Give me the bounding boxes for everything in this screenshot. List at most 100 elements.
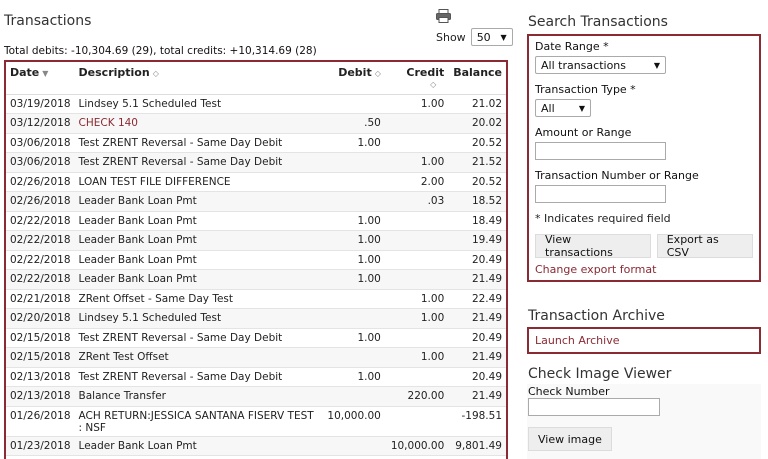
row-debit: 1.00 — [323, 328, 385, 348]
row-date: 02/26/2018 — [6, 191, 75, 212]
table-row: 03/06/2018 Test ZRENT Reversal - Same Day… — [6, 133, 506, 153]
row-balance: 9,801.49 — [448, 436, 506, 456]
transaction-type-value: All — [541, 101, 555, 115]
row-credit: 1.00 — [384, 289, 449, 309]
chevron-down-icon: ▼ — [653, 60, 660, 70]
row-balance: 21.52 — [448, 152, 506, 173]
row-credit: 10,000.00 — [384, 436, 449, 456]
row-date: 02/21/2018 — [6, 289, 75, 309]
row-credit: 1.00 — [384, 347, 449, 368]
row-balance: -198.51 — [448, 406, 506, 437]
row-credit — [384, 328, 449, 348]
launch-archive-link[interactable]: Launch Archive — [535, 334, 620, 347]
printer-icon[interactable] — [436, 9, 451, 23]
table-row: 02/15/2018 Test ZRENT Reversal - Same Day… — [6, 328, 506, 348]
check-link[interactable]: CHECK 140 — [74, 113, 324, 134]
balance-column-header: Balance — [448, 62, 506, 95]
balance-header-label: Balance — [453, 66, 502, 79]
credit-header-label: Credit — [406, 66, 445, 79]
row-credit — [384, 113, 449, 134]
row-debit — [323, 308, 385, 329]
table-row: 02/22/2018 Leader Bank Loan Pmt 1.00 19.49 — [6, 230, 506, 251]
row-credit — [384, 406, 449, 437]
credit-column-header[interactable]: Credit ◇ — [384, 62, 449, 95]
transactions-table-container: Date ▼ Description ◇ Debit ◇ Credit ◇ Balan… — [4, 60, 508, 459]
amount-input[interactable] — [535, 142, 666, 160]
row-description: LOAN TEST FILE DIFFERENCE — [74, 172, 324, 192]
row-date: 01/23/2018 — [6, 436, 75, 456]
row-description: Test ZRENT Reversal - Same Day Debit — [74, 152, 324, 173]
transaction-type-select[interactable]: All ▼ — [535, 99, 591, 117]
date-column-header[interactable]: Date ▼ — [6, 62, 75, 95]
row-description: Test ZRENT Reversal - Same Day Debit — [74, 133, 324, 153]
row-debit — [323, 94, 385, 114]
row-balance: 18.49 — [448, 211, 506, 231]
row-balance: 20.02 — [448, 113, 506, 134]
show-count-select[interactable]: 50 ▼ — [470, 28, 513, 46]
transaction-number-input[interactable] — [535, 185, 666, 203]
row-debit: 1.00 — [323, 269, 385, 290]
row-description: Leader Bank Loan Pmt — [74, 191, 324, 212]
row-credit — [384, 367, 449, 387]
row-balance: 21.49 — [448, 269, 506, 290]
export-csv-button[interactable]: Export as CSV — [656, 233, 753, 259]
table-row: 02/26/2018 LOAN TEST FILE DIFFERENCE 2.00 2… — [6, 172, 506, 192]
table-row: 02/22/2018 Leader Bank Loan Pmt 1.00 21.49 — [6, 269, 506, 290]
table-row: 02/13/2018 Balance Transfer 220.00 21.49 — [6, 386, 506, 407]
date-range-value: All transactions — [541, 58, 627, 72]
show-label: Show — [436, 30, 466, 44]
check-number-input[interactable] — [528, 398, 660, 416]
row-description: ZRent Offset - Same Day Test — [74, 289, 324, 309]
table-row: 02/15/2018 ZRent Test Offset 1.00 21.49 — [6, 347, 506, 368]
row-credit — [384, 250, 449, 270]
row-debit — [323, 172, 385, 192]
row-date: 02/22/2018 — [6, 269, 75, 290]
change-export-format-link[interactable]: Change export format — [535, 263, 657, 276]
row-debit: .50 — [323, 113, 385, 134]
row-debit — [323, 436, 385, 456]
row-balance: 20.52 — [448, 172, 506, 192]
search-title: Search Transactions — [528, 14, 668, 30]
row-description: Test ZRENT Reversal - Same Day Debit — [74, 367, 324, 387]
row-credit: .03 — [384, 191, 449, 212]
row-date: 02/15/2018 — [6, 328, 75, 348]
table-row: 03/06/2018 Test ZRENT Reversal - Same Day… — [6, 152, 506, 173]
row-description: Leader Bank Loan Pmt — [74, 211, 324, 231]
row-debit: 1.00 — [323, 230, 385, 251]
row-debit — [323, 386, 385, 407]
chevron-down-icon: ▼ — [500, 32, 507, 42]
row-balance: 21.49 — [448, 386, 506, 407]
row-credit — [384, 269, 449, 290]
debit-header-label: Debit — [338, 66, 372, 79]
table-row: 02/22/2018 Leader Bank Loan Pmt 1.00 20.49 — [6, 250, 506, 270]
transactions-table: Date ▼ Description ◇ Debit ◇ Credit ◇ Balan… — [6, 62, 506, 456]
required-note: * Indicates required field — [535, 212, 671, 225]
sort-desc-icon: ▼ — [42, 69, 49, 78]
row-balance: 20.49 — [448, 367, 506, 387]
table-row: 01/23/2018 Leader Bank Loan Pmt 10,000.00 9… — [6, 436, 506, 456]
search-panel: Date Range * All transactions ▼ Transact… — [527, 34, 761, 282]
row-description: Balance Transfer — [74, 386, 324, 407]
sort-icon: ◇ — [152, 69, 159, 78]
date-header-label: Date — [10, 66, 40, 79]
date-range-select[interactable]: All transactions ▼ — [535, 56, 666, 74]
row-description: Leader Bank Loan Pmt — [74, 250, 324, 270]
row-description: Leader Bank Loan Pmt — [74, 269, 324, 290]
row-description: Leader Bank Loan Pmt — [74, 230, 324, 251]
row-debit: 1.00 — [323, 133, 385, 153]
row-description: Lindsey 5.1 Scheduled Test — [74, 94, 324, 114]
table-row: 02/21/2018 ZRent Offset - Same Day Test 1.… — [6, 289, 506, 309]
row-debit — [323, 191, 385, 212]
row-balance: 22.49 — [448, 289, 506, 309]
view-image-button[interactable]: View image — [528, 427, 612, 451]
description-column-header[interactable]: Description ◇ — [74, 62, 324, 95]
row-credit: 1.00 — [384, 308, 449, 329]
transactions-title: Transactions — [4, 13, 92, 29]
row-balance: 20.49 — [448, 250, 506, 270]
row-balance: 20.52 — [448, 133, 506, 153]
debit-column-header[interactable]: Debit ◇ — [323, 62, 385, 95]
view-transactions-button[interactable]: View transactions — [535, 233, 651, 259]
row-debit — [323, 152, 385, 173]
row-debit: 10,000.00 — [323, 406, 385, 437]
archive-panel: Launch Archive — [527, 327, 761, 354]
